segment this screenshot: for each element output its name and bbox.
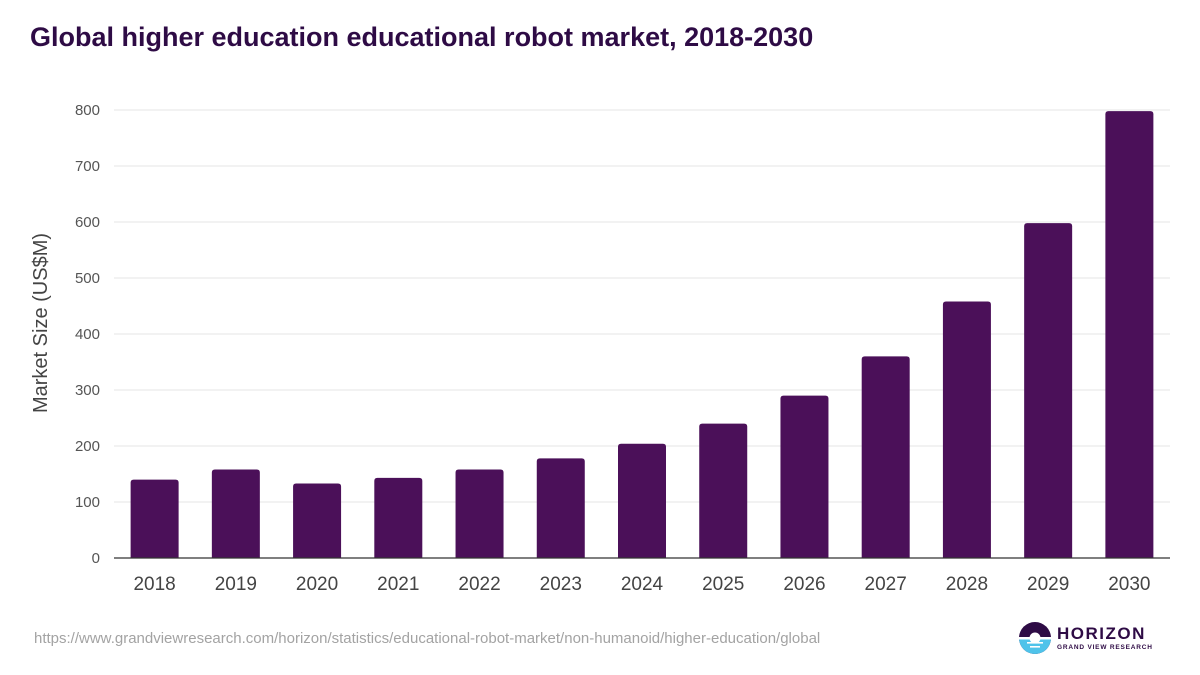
x-tick-label: 2023 xyxy=(540,574,582,595)
x-tick-label: 2030 xyxy=(1108,574,1150,595)
x-tick-label: 2026 xyxy=(783,574,825,595)
x-tick-label: 2021 xyxy=(377,574,419,595)
y-tick-labels: 0 100 200 300 400 500 600 700 800 xyxy=(75,102,100,567)
y-tick-label: 100 xyxy=(75,494,100,511)
x-tick-labels: 2018 2019 2020 2021 2022 2023 2024 2025 2026 2027… xyxy=(133,574,1150,595)
x-tick-label: 2022 xyxy=(458,574,500,595)
y-tick-label: 800 xyxy=(75,102,100,119)
bars xyxy=(130,111,1154,559)
logo-tagline: GRAND VIEW RESEARCH xyxy=(1057,643,1153,651)
bar-2019 xyxy=(211,469,260,558)
gridlines xyxy=(114,109,1170,503)
bar-2024 xyxy=(618,443,666,558)
horizon-logo-icon xyxy=(1019,622,1051,654)
y-tick-label: 200 xyxy=(75,438,100,455)
bar-2028 xyxy=(942,301,991,558)
x-tick-label: 2018 xyxy=(133,574,175,595)
x-tick-label: 2029 xyxy=(1027,574,1069,595)
y-tick-label: 700 xyxy=(75,158,100,175)
x-tick-label: 2028 xyxy=(946,574,988,595)
bar-2030 xyxy=(1105,111,1154,559)
logo-name: HORIZON xyxy=(1057,623,1146,643)
bar-2023 xyxy=(536,458,585,558)
bar-2026 xyxy=(780,395,829,558)
chart-title: Global higher education educational robo… xyxy=(30,22,814,52)
x-tick-label: 2027 xyxy=(865,574,907,595)
y-tick-label: 500 xyxy=(75,270,100,287)
horizon-logo: HORIZON GRAND VIEW RESEARCH xyxy=(1019,622,1153,654)
y-tick-label: 400 xyxy=(75,326,100,343)
y-axis-label: Market Size (US$M) xyxy=(30,233,52,413)
bar-2018 xyxy=(130,479,179,558)
x-tick-label: 2020 xyxy=(296,574,338,595)
y-tick-label: 600 xyxy=(75,214,100,231)
x-tick-label: 2024 xyxy=(621,574,664,595)
bar-2022 xyxy=(455,469,504,558)
x-tick-label: 2025 xyxy=(702,574,744,595)
x-tick-label: 2019 xyxy=(215,574,257,595)
bar-2029 xyxy=(1024,223,1073,558)
y-tick-label: 0 xyxy=(92,550,100,567)
bar-2021 xyxy=(374,477,423,558)
bar-2020 xyxy=(293,483,342,558)
y-tick-label: 300 xyxy=(75,382,100,399)
bar-2025 xyxy=(699,423,748,558)
bar-2027 xyxy=(861,356,910,558)
source-url: https://www.grandviewresearch.com/horizo… xyxy=(34,630,821,647)
